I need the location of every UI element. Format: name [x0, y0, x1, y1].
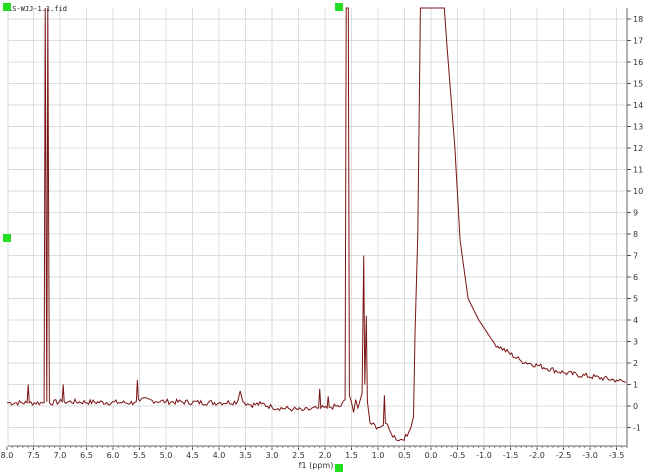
y-tick-label: 16 — [633, 58, 643, 67]
y-tick-label: 13 — [633, 123, 643, 132]
x-tick-label: 1.0 — [372, 451, 385, 460]
x-tick-label: 4.5 — [186, 451, 199, 460]
x-tick-label: 7.5 — [27, 451, 40, 460]
y-tick-label: 12 — [633, 144, 643, 153]
resize-handle-top-left[interactable] — [3, 3, 11, 11]
y-tick-label: 9 — [633, 209, 638, 218]
spectrum-trace — [7, 7, 627, 442]
y-tick-label: 2 — [633, 359, 638, 368]
x-tick-label: 3.5 — [239, 451, 252, 460]
x-tick-label: 5.5 — [133, 451, 146, 460]
y-tick-label: 18 — [633, 15, 643, 24]
y-tick-label: 3 — [633, 338, 638, 347]
y-tick-label: 11 — [633, 166, 643, 175]
x-tick-label: 8.0 — [1, 451, 14, 460]
y-tick-label: 15 — [633, 80, 643, 89]
x-tick-label: -0.5 — [450, 451, 466, 460]
x-tick-label: -2.0 — [529, 451, 545, 460]
axes — [7, 8, 628, 447]
x-tick-label: -2.5 — [556, 451, 572, 460]
grid — [8, 8, 627, 446]
y-tick-label: 6 — [633, 273, 638, 282]
resize-handle-left[interactable] — [3, 234, 11, 242]
x-tick-label: -1.5 — [503, 451, 519, 460]
y-tick-label: 0 — [633, 402, 638, 411]
x-tick-label: 0.5 — [398, 451, 411, 460]
y-tick-label: -1 — [633, 424, 641, 433]
y-tick-label: 7 — [633, 252, 638, 261]
x-tick-label: -3.5 — [609, 451, 625, 460]
x-tick-label: 3.0 — [266, 451, 279, 460]
x-tick-label: 1.5 — [345, 451, 358, 460]
y-tick-label: 1 — [633, 381, 638, 390]
y-tick-label: 17 — [633, 37, 643, 46]
x-tick-label: -1.0 — [476, 451, 492, 460]
resize-handle-top[interactable] — [335, 3, 343, 11]
x-tick-label: 2.5 — [292, 451, 305, 460]
x-tick-label: 5.0 — [160, 451, 173, 460]
x-tick-label: 4.0 — [213, 451, 226, 460]
y-tick-label: 5 — [633, 295, 638, 304]
x-axis-label: f1 (ppm) — [299, 461, 334, 470]
x-tick-label: -3.0 — [582, 451, 598, 460]
y-tick-label: 14 — [633, 101, 643, 110]
y-tick-label: 8 — [633, 230, 638, 239]
y-tick-label: 4 — [633, 316, 638, 325]
x-tick-label: 6.0 — [107, 451, 120, 460]
x-axis-ticks: 8.0 7.5 7.0 6.5 6.0 5.5 5.0 4.5 4.0 3.5 3.0 2.5 2.0 1… — [1, 446, 628, 460]
x-tick-label: 2.0 — [319, 451, 332, 460]
x-tick-label: 7.0 — [54, 451, 67, 460]
x-tick-label: 0.0 — [425, 451, 438, 460]
x-tick-label: 6.5 — [80, 451, 93, 460]
y-tick-label: 10 — [633, 187, 643, 196]
resize-handle-bottom[interactable] — [335, 464, 343, 472]
spectrum-title: LS-WJJ-1.1.fid — [8, 5, 68, 13]
